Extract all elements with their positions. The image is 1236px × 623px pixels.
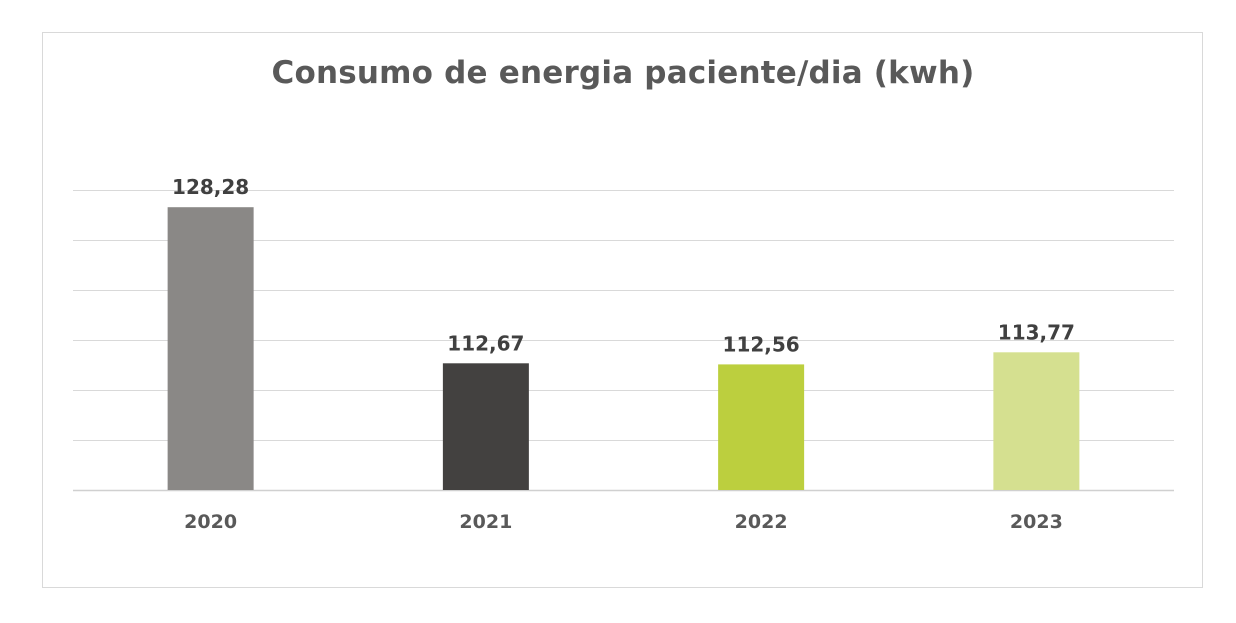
data-label-2023: 113,77: [998, 320, 1075, 344]
bar-2021: [442, 363, 529, 490]
data-label-2020: 128,28: [172, 175, 249, 199]
category-label-2020: 2020: [184, 511, 237, 533]
bars: [167, 207, 1080, 490]
data-labels: 128,28 112,67 112,56 113,77: [172, 175, 1075, 356]
bar-2020: [167, 207, 254, 490]
category-labels: 2020 2021 2022 2023: [184, 511, 1063, 533]
category-label-2021: 2021: [459, 511, 512, 533]
category-label-2023: 2023: [1010, 511, 1063, 533]
bar-2022: [718, 364, 805, 490]
data-label-2021: 112,67: [447, 331, 524, 355]
chart-title: Consumo de energia paciente/dia (kwh): [271, 55, 975, 91]
data-label-2022: 112,56: [723, 332, 800, 356]
bar-2023: [993, 352, 1080, 490]
gridlines: [73, 190, 1174, 492]
category-label-2022: 2022: [735, 511, 788, 533]
